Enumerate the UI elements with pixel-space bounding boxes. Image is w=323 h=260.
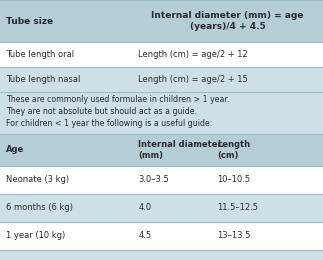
Text: Tube size: Tube size bbox=[6, 16, 53, 25]
Text: 10–10.5: 10–10.5 bbox=[218, 176, 251, 185]
Bar bbox=[0, 67, 323, 92]
Text: Tube length nasal: Tube length nasal bbox=[6, 75, 80, 84]
Text: Neonate (3 kg): Neonate (3 kg) bbox=[6, 176, 69, 185]
Text: These are commonly used formulae in children > 1 year.: These are commonly used formulae in chil… bbox=[6, 95, 229, 104]
Bar bbox=[0, 134, 323, 166]
Text: Length
(cm): Length (cm) bbox=[218, 140, 251, 160]
Text: Internal diameter (mm) = age
(years)/4 + 4.5: Internal diameter (mm) = age (years)/4 +… bbox=[151, 11, 304, 31]
Text: 4.0: 4.0 bbox=[139, 204, 151, 212]
Text: 6 months (6 kg): 6 months (6 kg) bbox=[6, 204, 73, 212]
Text: 3.0–3.5: 3.0–3.5 bbox=[139, 176, 169, 185]
Text: Length (cm) = age/2 + 12: Length (cm) = age/2 + 12 bbox=[139, 50, 248, 59]
Text: Internal diameter
(mm): Internal diameter (mm) bbox=[139, 140, 222, 160]
Text: Tube length oral: Tube length oral bbox=[6, 50, 74, 59]
Text: 4.5: 4.5 bbox=[139, 231, 151, 240]
Text: 13–13.5: 13–13.5 bbox=[218, 231, 251, 240]
Bar bbox=[0, 42, 323, 67]
Text: Length (cm) = age/2 + 15: Length (cm) = age/2 + 15 bbox=[139, 75, 248, 84]
Text: Age: Age bbox=[6, 146, 24, 154]
Bar bbox=[0, 166, 323, 194]
Bar bbox=[0, 0, 323, 42]
Bar bbox=[0, 92, 323, 134]
Text: 11.5–12.5: 11.5–12.5 bbox=[218, 204, 259, 212]
Text: They are not absolute but should act as a guide.: They are not absolute but should act as … bbox=[6, 107, 197, 116]
Text: 1 year (10 kg): 1 year (10 kg) bbox=[6, 231, 65, 240]
Bar bbox=[0, 194, 323, 222]
Text: For children < 1 year the following is a useful guide:: For children < 1 year the following is a… bbox=[6, 119, 212, 128]
Bar bbox=[0, 222, 323, 250]
